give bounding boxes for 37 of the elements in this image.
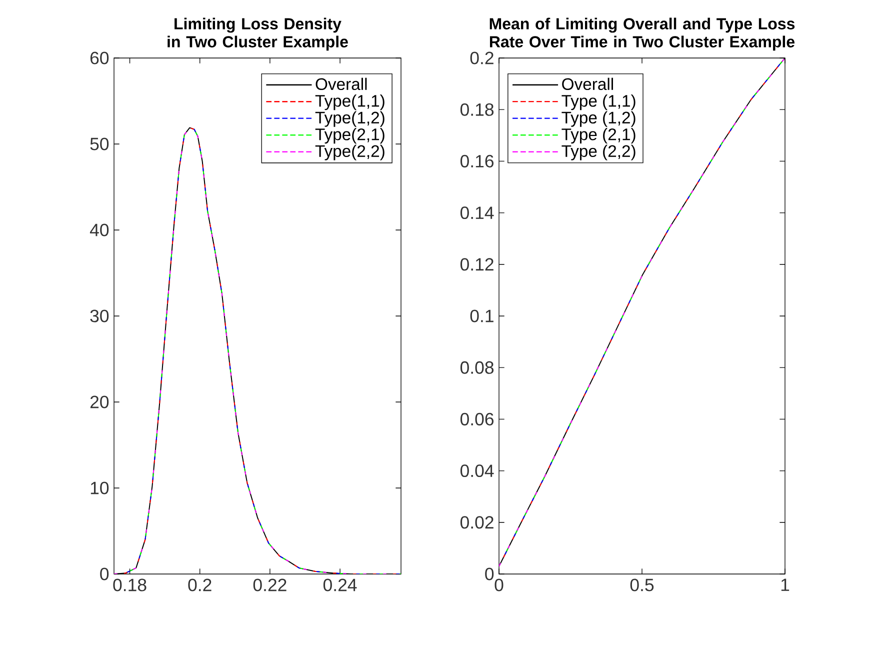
- legend-label: Overall: [316, 78, 367, 90]
- y-tick-label: 0: [100, 568, 109, 580]
- legend-label: Type (2,2): [562, 144, 636, 160]
- legend-label: Type(1,1): [315, 94, 384, 110]
- y-tick-label: 0.08: [460, 361, 494, 374]
- y-tick-label: 0.06: [460, 412, 494, 426]
- y-tick-label: 30: [90, 310, 109, 322]
- y-tick-label: 0.18: [460, 103, 494, 116]
- legend-label: Type(1,2): [315, 111, 384, 127]
- chart-title: Mean of Limiting Overall and Type Loss Rate Over Time in Two Cluster Example: [490, 18, 795, 51]
- x-tick-label: 1: [781, 578, 790, 591]
- x-tick-label: 0: [494, 578, 504, 592]
- y-tick-label: 40: [90, 224, 109, 236]
- legend-label: Type(2,2): [315, 144, 384, 160]
- y-tick-label: 0.12: [460, 258, 494, 271]
- legend-label: Type (1,1): [562, 94, 636, 110]
- y-tick-label: 0.1: [470, 310, 494, 322]
- x-tick-label: 0.2: [188, 578, 212, 592]
- legend-label: Type (1,2): [562, 111, 636, 127]
- x-tick-label: 0.24: [323, 578, 357, 592]
- y-tick-label: 0.16: [460, 154, 494, 168]
- y-tick-label: 0.02: [460, 516, 494, 529]
- legend-label: Type(2,1): [315, 128, 384, 144]
- y-tick-label: 0: [485, 568, 494, 580]
- y-tick-label: 10: [90, 482, 109, 494]
- y-tick-label: 50: [90, 138, 109, 150]
- x-tick-label: 0.5: [630, 578, 654, 592]
- y-tick-label: 0.2: [470, 52, 494, 64]
- y-tick-label: 20: [90, 396, 109, 408]
- y-tick-label: 0.14: [460, 206, 494, 220]
- legend-label: Type (2,1): [562, 128, 636, 144]
- y-tick-label: 0.04: [460, 464, 494, 478]
- x-tick-label: 0.18: [113, 578, 146, 592]
- legend-label: Overall: [562, 78, 613, 90]
- chart-title: Limiting Loss Density in Two Cluster Example: [168, 18, 348, 51]
- y-tick-label: 60: [90, 52, 109, 64]
- x-tick-label: 0.22: [253, 578, 286, 592]
